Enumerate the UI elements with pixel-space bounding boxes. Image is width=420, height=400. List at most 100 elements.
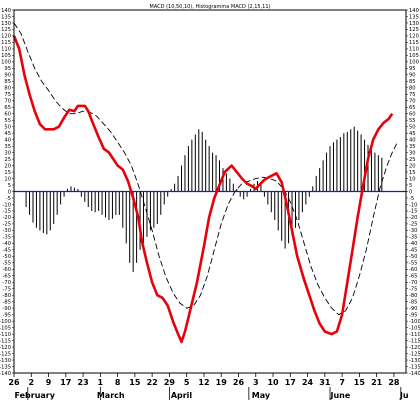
y-tick-label: 75 <box>409 92 416 98</box>
y-tick-label: -95 <box>409 312 417 318</box>
y-tick-label: -115 <box>0 338 11 344</box>
x-axis-months: February March April May June Ju <box>14 391 408 400</box>
y-tick-label: 5 <box>8 183 11 189</box>
y-tick-label: -135 <box>409 364 420 370</box>
y-tick-label: -95 <box>3 312 11 318</box>
date-label: 26 <box>233 378 245 387</box>
y-tick-label: -125 <box>409 351 420 357</box>
y-tick-label: 15 <box>409 170 416 176</box>
y-tick-label: 115 <box>1 40 11 46</box>
y-tick-label: 140 <box>409 8 419 14</box>
y-tick-label: -65 <box>409 274 417 280</box>
y-tick-label: -25 <box>3 222 11 228</box>
date-label: 22 <box>147 378 158 387</box>
month-label: May <box>252 391 271 400</box>
date-label: 10 <box>267 378 279 387</box>
y-tick-label: -10 <box>409 202 417 208</box>
y-tick-label: -45 <box>409 248 417 254</box>
y-tick-label: 135 <box>409 14 419 20</box>
date-label: 21 <box>371 378 383 387</box>
y-tick-label: 95 <box>409 66 416 72</box>
y-tick-label: -130 <box>0 358 11 364</box>
date-label: 9 <box>46 378 52 387</box>
y-tick-label: -15 <box>3 209 11 215</box>
date-label: 15 <box>129 378 141 387</box>
y-tick-label: 45 <box>4 131 11 137</box>
y-tick-label: -90 <box>3 306 11 312</box>
y-tick-label: 40 <box>4 137 11 143</box>
y-tick-label: -105 <box>409 325 420 331</box>
y-tick-label: -20 <box>3 215 11 221</box>
y-tick-label: 60 <box>409 112 416 118</box>
y-tick-label: -100 <box>409 319 420 325</box>
signal-line <box>13 22 398 316</box>
y-tick-label: -55 <box>409 261 417 267</box>
date-label: 17 <box>60 378 71 387</box>
month-label: April <box>171 391 193 400</box>
y-tick-label: 140 <box>1 8 11 14</box>
y-tick-label: 20 <box>4 163 11 169</box>
y-tick-label: 100 <box>1 60 11 66</box>
date-label: 24 <box>302 378 314 387</box>
month-label: February <box>14 391 55 400</box>
date-label: 23 <box>78 378 89 387</box>
y-tick-label: 80 <box>4 86 11 92</box>
y-tick-label: -90 <box>409 306 417 312</box>
y-tick-label: 125 <box>409 27 419 33</box>
date-label: 7 <box>339 378 345 387</box>
y-tick-label: 5 <box>409 183 412 189</box>
date-label: 31 <box>319 378 331 387</box>
y-tick-label: -40 <box>3 241 11 247</box>
y-tick-label: 70 <box>409 99 416 105</box>
y-tick-label: 60 <box>4 112 11 118</box>
y-tick-label: -130 <box>409 358 420 364</box>
y-tick-label: 120 <box>1 34 11 40</box>
y-tick-label: 25 <box>4 157 11 163</box>
y-tick-label: -15 <box>409 209 417 215</box>
y-tick-label: -110 <box>0 332 11 338</box>
y-tick-label: -120 <box>409 345 420 351</box>
y-tick-label: 10 <box>409 176 416 182</box>
y-tick-label: 40 <box>409 137 416 143</box>
x-axis-dates: 26 2 9 17 23 1 8 15 22 29 5 12 19 26 3 10 17 24 31 7 15 21 28 <box>8 378 399 387</box>
y-tick-label: 35 <box>409 144 416 150</box>
y-tick-label: -25 <box>409 222 417 228</box>
y-tick-label: -65 <box>3 274 11 280</box>
y-tick-label: 130 <box>1 21 11 27</box>
y-tick-label: -70 <box>3 280 11 286</box>
month-label: June <box>329 391 350 400</box>
y-tick-label: 15 <box>4 170 11 176</box>
y-axis-left: -140-135-130-125-120-115-110-105-100-95-… <box>0 8 14 377</box>
y-tick-label: 125 <box>1 27 11 33</box>
y-tick-label: -5 <box>6 196 11 202</box>
y-tick-label: 65 <box>409 105 416 111</box>
y-tick-label: 110 <box>409 47 419 53</box>
y-tick-label: -45 <box>3 248 11 254</box>
y-tick-label: 45 <box>409 131 416 137</box>
y-tick-label: 0 <box>8 189 11 195</box>
y-tick-label: 65 <box>4 105 11 111</box>
y-tick-label: 70 <box>4 99 11 105</box>
histogram-bars <box>25 126 383 272</box>
y-tick-label: -115 <box>409 338 420 344</box>
y-tick-label: -40 <box>409 241 417 247</box>
y-tick-label: 130 <box>409 21 419 27</box>
y-tick-label: 10 <box>4 176 11 182</box>
month-label: March <box>97 391 125 400</box>
y-tick-label: -125 <box>0 351 11 357</box>
y-tick-label: 85 <box>409 79 416 85</box>
date-label: 5 <box>184 378 190 387</box>
y-tick-label: -50 <box>409 254 417 260</box>
y-tick-label: 0 <box>409 189 412 195</box>
date-label: 19 <box>216 378 228 387</box>
date-label: 29 <box>164 378 176 387</box>
chart-grid <box>13 373 402 400</box>
y-tick-label: -30 <box>3 228 11 234</box>
y-tick-label: -100 <box>0 319 11 325</box>
y-tick-label: 120 <box>409 34 419 40</box>
y-tick-label: 90 <box>409 73 416 79</box>
y-tick-label: 50 <box>409 124 416 130</box>
y-tick-label: 50 <box>4 124 11 130</box>
date-label: 1 <box>98 378 104 387</box>
